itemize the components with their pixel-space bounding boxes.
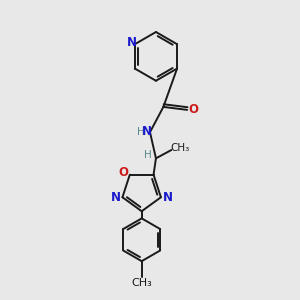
Text: H: H (136, 127, 144, 137)
Text: N: N (127, 36, 137, 49)
Text: N: N (111, 191, 121, 204)
Text: CH₃: CH₃ (170, 143, 189, 153)
Text: N: N (162, 191, 172, 204)
Text: H: H (144, 150, 152, 161)
Text: CH₃: CH₃ (131, 278, 152, 288)
Text: O: O (189, 103, 199, 116)
Text: O: O (119, 166, 129, 179)
Text: N: N (141, 125, 152, 138)
